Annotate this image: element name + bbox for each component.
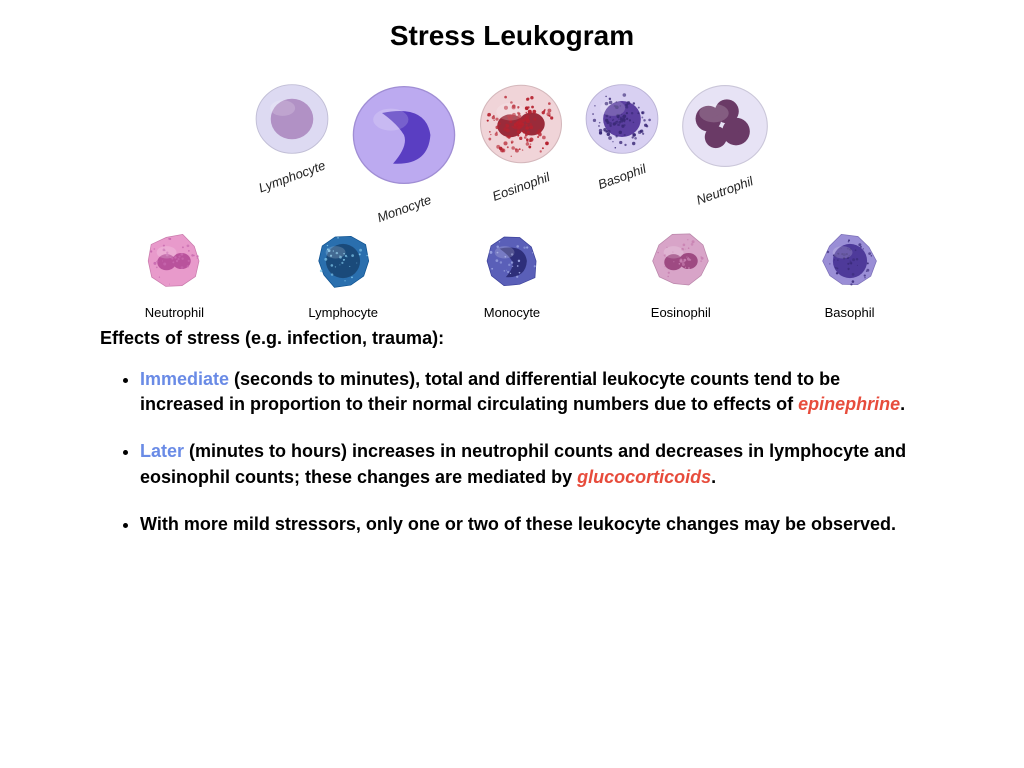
cell-neutrophil-top: Neutrophil xyxy=(679,80,771,216)
cell-label: Monocyte xyxy=(484,305,540,320)
cell-label: Basophil xyxy=(596,161,648,192)
basophil-cell-icon xyxy=(583,80,661,163)
cell-label: Monocyte xyxy=(375,192,433,225)
cell-basophil-bottom: Basophil xyxy=(790,230,910,320)
page-title: Stress Leukogram xyxy=(60,20,964,52)
lead-keyword: Later xyxy=(140,441,184,461)
cell-label: Eosinophil xyxy=(490,169,552,204)
bullet-text: With more mild stressors, only one or tw… xyxy=(140,514,896,534)
effects-bullet: Immediate (seconds to minutes), total an… xyxy=(140,367,924,417)
eosinophil-cell-icon xyxy=(477,80,565,173)
cell-lymphocyte-top: Lymphocyte xyxy=(253,80,331,216)
cell-illustration-row-top: Lymphocyte Monocyte Eosinophil Basophil Neut… xyxy=(60,80,964,216)
eosinophil-cell-icon xyxy=(650,230,712,297)
neutrophil-cell-icon xyxy=(143,230,205,297)
basophil-cell-icon xyxy=(819,230,881,297)
effects-bullet: Later (minutes to hours) increases in ne… xyxy=(140,439,924,489)
cell-lymphocyte-bottom: Lymphocyte xyxy=(283,230,403,320)
bullet-text-after: . xyxy=(711,467,716,487)
cell-eosinophil-top: Eosinophil xyxy=(477,80,565,216)
lymphocyte-cell-icon xyxy=(312,230,374,297)
monocyte-cell-icon xyxy=(481,230,543,297)
effects-header: Effects of stress (e.g. infection, traum… xyxy=(100,328,964,349)
cell-illustration-row-bottom: Neutrophil Lymphocyte Monocyte Eosinophil Ba… xyxy=(90,230,934,320)
lead-keyword: Immediate xyxy=(140,369,229,389)
neutrophil-cell-icon xyxy=(679,80,771,177)
cell-label: Basophil xyxy=(825,305,875,320)
effects-list: Immediate (seconds to minutes), total an… xyxy=(140,367,924,537)
effects-bullet: With more mild stressors, only one or tw… xyxy=(140,512,924,537)
lymphocyte-cell-icon xyxy=(253,80,331,163)
bullet-text-after: . xyxy=(900,394,905,414)
cell-label: Lymphocyte xyxy=(308,305,378,320)
cell-label: Neutrophil xyxy=(145,305,204,320)
cell-label: Eosinophil xyxy=(651,305,711,320)
cell-label: Lymphocyte xyxy=(257,158,328,196)
emphasis-keyword: glucocorticoids xyxy=(577,467,711,487)
cell-label: Neutrophil xyxy=(695,173,756,207)
bullet-text: (minutes to hours) increases in neutroph… xyxy=(140,441,906,486)
bullet-text: (seconds to minutes), total and differen… xyxy=(140,369,840,414)
monocyte-cell-icon xyxy=(349,80,459,195)
cell-eosinophil-bottom: Eosinophil xyxy=(621,230,741,320)
cell-neutrophil-bottom: Neutrophil xyxy=(114,230,234,320)
cell-basophil-top: Basophil xyxy=(583,80,661,216)
emphasis-keyword: epinephrine xyxy=(798,394,900,414)
cell-monocyte-top: Monocyte xyxy=(349,80,459,216)
cell-monocyte-bottom: Monocyte xyxy=(452,230,572,320)
